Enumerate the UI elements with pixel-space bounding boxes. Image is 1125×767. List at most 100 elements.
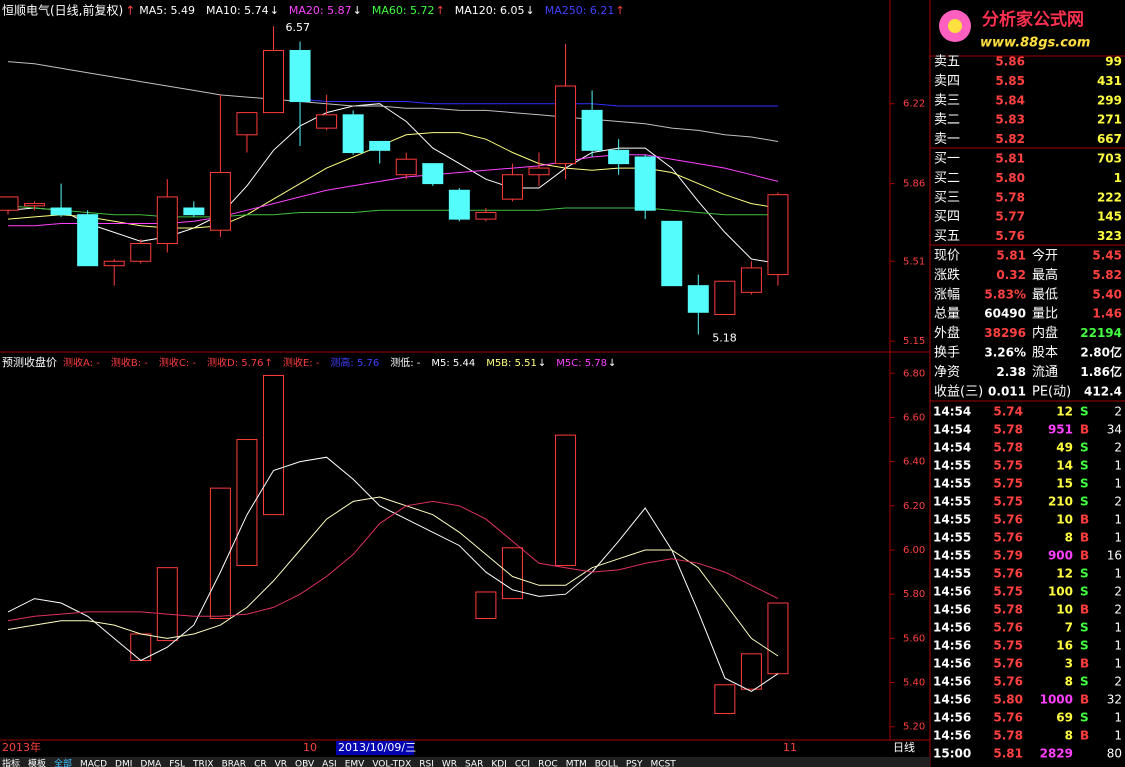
- trade-time: 14:55: [933, 495, 971, 509]
- candle-body: [236, 112, 258, 136]
- candle-body: [316, 114, 338, 129]
- trade-time: 15:00: [933, 747, 971, 761]
- candle-body: [77, 214, 99, 267]
- tab[interactable]: BOLL: [595, 760, 618, 767]
- candle-body: [50, 207, 72, 216]
- forecast-box: [209, 487, 231, 619]
- book-label: 卖二: [934, 113, 960, 128]
- stat-value: 3.26%: [984, 346, 1026, 360]
- tab[interactable]: MACD: [80, 760, 107, 767]
- tab[interactable]: 指标: [2, 758, 20, 767]
- tab[interactable]: ROC: [538, 760, 558, 767]
- tab[interactable]: EMV: [345, 760, 365, 767]
- book-label: 买五: [934, 229, 960, 244]
- tab[interactable]: VR: [275, 760, 287, 767]
- trade-time: 14:55: [933, 567, 971, 581]
- book-price: 5.85: [995, 74, 1025, 88]
- tab[interactable]: CCI: [515, 760, 530, 767]
- tab[interactable]: RSI: [419, 760, 434, 767]
- stat-label: 内盘: [1032, 325, 1058, 341]
- forecast-box: [501, 547, 523, 600]
- line-series: [300, 98, 778, 107]
- forecast-box: [740, 653, 762, 690]
- date-highlight: [336, 741, 414, 755]
- y-tick-label: 6.60: [903, 412, 925, 423]
- candle-body: [130, 243, 152, 262]
- legend-entry: 测收B: -: [111, 356, 148, 369]
- line-series: [7, 103, 779, 264]
- stat-label: 今开: [1032, 248, 1058, 264]
- trade-price: 5.78: [993, 603, 1023, 617]
- tab[interactable]: MTM: [566, 760, 587, 767]
- candle-body: [369, 140, 391, 151]
- trade-price: 5.75: [993, 495, 1023, 509]
- trade-count: 32: [1107, 693, 1122, 707]
- tab[interactable]: BRAR: [222, 760, 246, 767]
- tab[interactable]: WR: [442, 760, 457, 767]
- stat-value: 22194: [1080, 326, 1122, 340]
- tab[interactable]: TRIX: [192, 760, 214, 767]
- tab[interactable]: 全部: [54, 758, 72, 767]
- stat-value: 5.81: [996, 249, 1026, 263]
- tab[interactable]: DMA: [140, 760, 162, 767]
- tab[interactable]: FSL: [169, 760, 185, 767]
- trade-price: 5.76: [993, 657, 1023, 671]
- trade-count: 1: [1114, 729, 1122, 743]
- trade-price: 5.78: [993, 441, 1023, 455]
- trade-side: S: [1080, 495, 1089, 509]
- candle-body: [422, 163, 444, 185]
- period-label[interactable]: 日线: [893, 740, 915, 754]
- trade-volume: 10: [1056, 513, 1073, 527]
- y-tick-label: 5.15: [903, 336, 925, 347]
- selected-date: 2013/10/09/三: [338, 741, 416, 754]
- trade-volume: 100: [1048, 585, 1073, 599]
- stat-label: 流通: [1032, 365, 1058, 380]
- book-volume: 222: [1097, 190, 1122, 204]
- trade-count: 2: [1114, 585, 1122, 599]
- tab[interactable]: 模板: [28, 758, 46, 767]
- trade-volume: 2829: [1040, 747, 1073, 761]
- trade-volume: 210: [1048, 495, 1073, 509]
- trade-time: 14:55: [933, 549, 971, 563]
- stat-label: 涨跌: [934, 267, 960, 283]
- book-price: 5.78: [995, 190, 1025, 204]
- trade-time: 14:56: [933, 603, 971, 617]
- tab[interactable]: SAR: [465, 760, 483, 767]
- tab[interactable]: OBV: [295, 760, 315, 767]
- book-label: 卖五: [934, 55, 960, 70]
- trade-side: S: [1080, 639, 1089, 653]
- tab[interactable]: CR: [254, 760, 267, 767]
- candle-body: [501, 174, 523, 200]
- trade-price: 5.78: [993, 423, 1023, 437]
- trade-volume: 3: [1065, 657, 1073, 671]
- trade-volume: 16: [1056, 639, 1073, 653]
- trade-time: 14:56: [933, 621, 971, 635]
- trade-time: 14:56: [933, 675, 971, 689]
- legend-entry: 测收C: -: [159, 356, 197, 369]
- tab[interactable]: VOL-TDX: [372, 760, 411, 767]
- book-price: 5.82: [995, 132, 1025, 146]
- book-label: 买二: [934, 171, 960, 186]
- forecast-box: [475, 591, 497, 619]
- trade-side: B: [1080, 513, 1089, 527]
- tab[interactable]: MCST: [651, 760, 677, 767]
- legend-entry: M5: 5.44: [431, 358, 475, 369]
- trade-volume: 49: [1056, 441, 1073, 455]
- stat-label: 外盘: [934, 325, 960, 341]
- y-tick-label: 5.40: [903, 678, 925, 689]
- stat-value: 5.40: [1092, 287, 1122, 301]
- legend-arrow: ↓: [270, 4, 279, 17]
- stat-value: 5.83%: [984, 287, 1026, 301]
- trade-side: S: [1080, 459, 1089, 473]
- tab[interactable]: PSY: [626, 760, 643, 767]
- book-price: 5.86: [995, 55, 1025, 69]
- tab[interactable]: DMI: [115, 760, 132, 767]
- tab[interactable]: ASI: [322, 760, 337, 767]
- book-price: 5.84: [995, 93, 1025, 107]
- stat-label: 最低: [1032, 287, 1058, 302]
- candle-body: [342, 114, 364, 154]
- tab[interactable]: KDJ: [491, 760, 507, 767]
- trade-volume: 8: [1065, 675, 1073, 689]
- book-price: 5.77: [995, 210, 1025, 224]
